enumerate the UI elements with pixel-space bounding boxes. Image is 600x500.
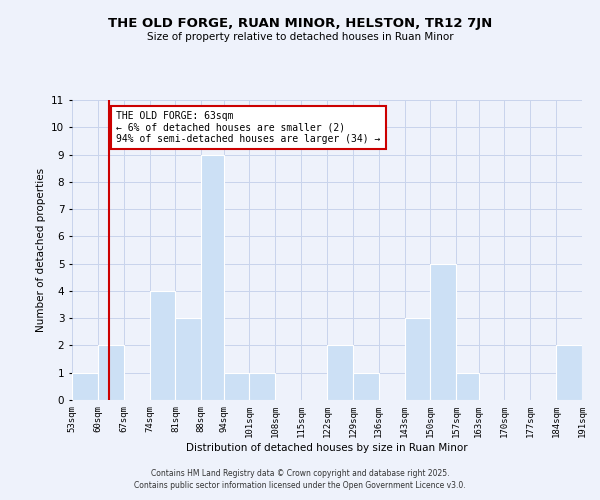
Bar [457, 372, 479, 400]
Bar [353, 372, 379, 400]
Text: Size of property relative to detached houses in Ruan Minor: Size of property relative to detached ho… [146, 32, 454, 42]
Text: Contains HM Land Registry data © Crown copyright and database right 2025.
Contai: Contains HM Land Registry data © Crown c… [134, 468, 466, 490]
Text: THE OLD FORGE, RUAN MINOR, HELSTON, TR12 7JN: THE OLD FORGE, RUAN MINOR, HELSTON, TR12… [108, 18, 492, 30]
Bar [149, 291, 175, 400]
Bar [327, 346, 353, 400]
Y-axis label: Number of detached properties: Number of detached properties [35, 168, 46, 332]
Bar [202, 154, 224, 400]
Bar [175, 318, 202, 400]
Bar [430, 264, 457, 400]
Bar [72, 372, 98, 400]
Bar [98, 346, 124, 400]
Bar [404, 318, 430, 400]
Bar [250, 372, 275, 400]
Bar [556, 346, 582, 400]
Text: THE OLD FORGE: 63sqm
← 6% of detached houses are smaller (2)
94% of semi-detache: THE OLD FORGE: 63sqm ← 6% of detached ho… [116, 111, 381, 144]
X-axis label: Distribution of detached houses by size in Ruan Minor: Distribution of detached houses by size … [186, 442, 468, 452]
Bar [224, 372, 250, 400]
